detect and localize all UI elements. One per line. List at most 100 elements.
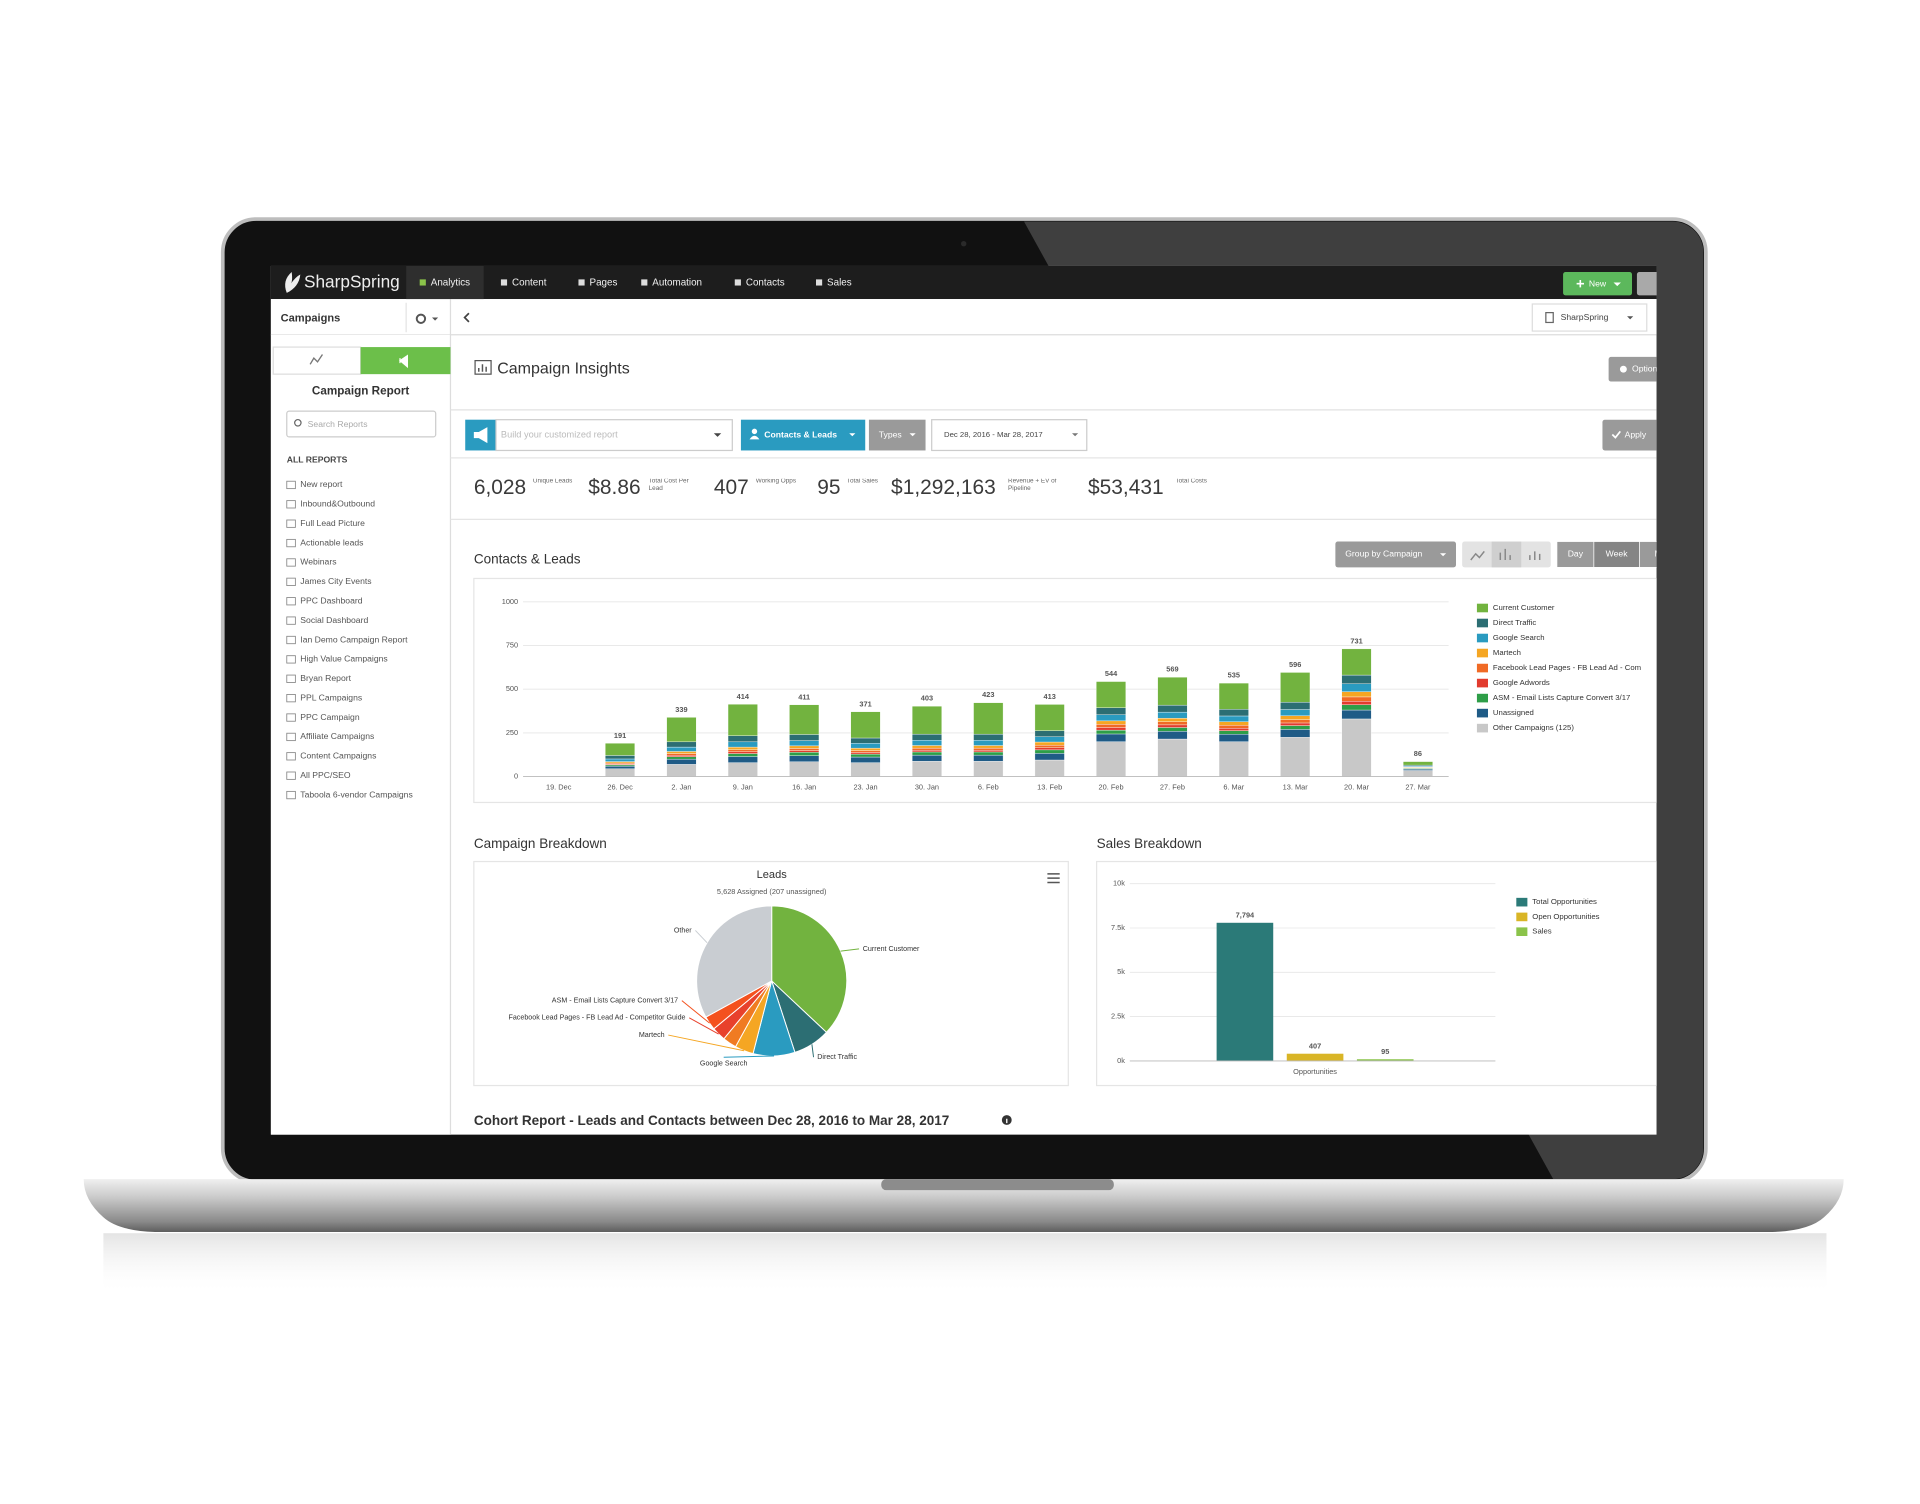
report-link[interactable]: PPC Campaign <box>300 712 360 722</box>
caret <box>713 433 722 437</box>
legend-label[interactable]: Facebook Lead Pages - FB Lead Ad - Com <box>1493 663 1641 672</box>
nav-item[interactable]: Contacts <box>746 278 785 289</box>
legend-label[interactable]: Total Opportunities <box>1532 897 1597 906</box>
legend-label[interactable]: ASM - Email Lists Capture Convert 3/17 <box>1493 693 1630 702</box>
options-label[interactable]: Options <box>1632 364 1662 374</box>
report-link[interactable]: Affiliate Campaigns <box>300 731 374 741</box>
screen: SharpSpring New Campaigns SharpSpring Ca… <box>270 265 1693 1135</box>
leader-line <box>681 1000 710 1024</box>
search-box[interactable] <box>286 410 437 438</box>
contacts-leads-label[interactable]: Contacts & Leads <box>764 429 837 439</box>
options-button[interactable] <box>1608 356 1668 382</box>
collapse-icon[interactable] <box>463 312 470 323</box>
period-label[interactable]: Day <box>1568 549 1584 559</box>
chart-type-active[interactable] <box>1491 541 1522 568</box>
chart-menu-icon[interactable] <box>1047 873 1060 884</box>
nav-icon <box>419 279 426 286</box>
legend-swatch[interactable] <box>1516 912 1528 922</box>
sidebar <box>270 334 451 1135</box>
total-label: 339 <box>675 705 687 714</box>
group-by-button[interactable] <box>1335 541 1456 568</box>
legend-swatch[interactable] <box>1476 618 1488 628</box>
report-link[interactable]: Inbound&Outbound <box>300 499 375 509</box>
legend-label[interactable]: Google Adwords <box>1493 678 1550 687</box>
nav-item[interactable]: Pages <box>590 278 618 289</box>
report-link[interactable]: Ian Demo Campaign Report <box>300 634 408 644</box>
date-range[interactable]: Dec 28, 2016 - Mar 28, 2017 <box>944 430 1043 439</box>
types-label[interactable]: Types <box>879 429 902 439</box>
report-builder-input[interactable] <box>495 419 733 452</box>
bar-segment <box>973 733 1004 741</box>
builder-placeholder[interactable]: Build your customized report <box>501 430 618 440</box>
report-link[interactable]: Actionable leads <box>300 537 363 547</box>
report-link[interactable]: Taboola 6-vendor Campaigns <box>300 789 412 799</box>
bar-segment <box>666 753 697 756</box>
logo[interactable]: SharpSpring <box>304 272 400 292</box>
report-link[interactable]: Bryan Report <box>300 673 351 683</box>
apply-label[interactable]: Apply <box>1625 429 1647 439</box>
period-label[interactable]: Month <box>1654 549 1678 559</box>
nav-item[interactable]: Automation <box>652 278 702 289</box>
user-button[interactable] <box>1636 272 1662 296</box>
tab-icon <box>309 354 324 365</box>
period-button[interactable] <box>1556 541 1595 568</box>
legend-swatch[interactable] <box>1476 708 1488 718</box>
report-link[interactable]: PPL Campaigns <box>300 692 362 702</box>
legend-swatch[interactable] <box>1476 723 1488 733</box>
legend-swatch[interactable] <box>1476 663 1488 673</box>
legend-label[interactable]: Open Opportunities <box>1532 912 1599 921</box>
new-button[interactable] <box>1563 272 1632 296</box>
report-link[interactable]: High Value Campaigns <box>300 654 387 664</box>
legend-swatch[interactable] <box>1516 897 1528 907</box>
legend-swatch[interactable] <box>1476 648 1488 658</box>
report-link[interactable]: Webinars <box>300 557 336 567</box>
section-label: Campaigns <box>281 313 341 325</box>
period-button[interactable] <box>1639 541 1693 568</box>
pie-slice[interactable] <box>771 905 848 1034</box>
account-dropdown[interactable] <box>1531 303 1648 332</box>
legend-swatch[interactable] <box>1476 603 1488 613</box>
nav-tab-active[interactable] <box>406 265 484 300</box>
report-link[interactable]: James City Events <box>300 576 371 586</box>
nav-item[interactable]: Sales <box>827 278 852 289</box>
apply-button[interactable] <box>1602 419 1668 451</box>
date-range-picker[interactable] <box>931 419 1088 452</box>
group-by-label[interactable]: Group by Campaign <box>1345 549 1422 559</box>
bar-segment <box>850 747 881 751</box>
legend-label[interactable]: Other Campaigns (125) <box>1493 723 1574 732</box>
new-button-label[interactable]: New <box>1589 279 1607 289</box>
report-icon <box>286 558 296 567</box>
contacts-leads-button[interactable] <box>740 419 866 451</box>
total-label: 423 <box>982 690 994 699</box>
nav-item[interactable]: Content <box>512 278 547 289</box>
legend-swatch[interactable] <box>1476 633 1488 643</box>
legend-label[interactable]: Sales <box>1532 927 1552 936</box>
legend-label[interactable]: Google Search <box>1493 633 1545 642</box>
gear-icon[interactable] <box>415 313 427 324</box>
legend-label[interactable]: Current Customer <box>1493 603 1555 612</box>
legend-label[interactable]: Unassigned <box>1493 708 1534 717</box>
y-tick-label: 0 <box>514 772 518 781</box>
report-link[interactable]: Content Campaigns <box>300 751 376 761</box>
legend-label[interactable]: Direct Traffic <box>1493 618 1536 627</box>
nav-item[interactable]: Analytics <box>431 278 470 289</box>
account-name[interactable]: SharpSpring <box>1561 312 1609 322</box>
report-icon <box>286 538 296 548</box>
kpi-label-box: Total Sales <box>847 479 878 485</box>
report-link[interactable]: Full Lead Picture <box>300 518 365 528</box>
report-link[interactable]: PPC Dashboard <box>300 596 362 606</box>
legend-swatch[interactable] <box>1516 927 1528 936</box>
period-label[interactable]: Week <box>1606 549 1629 559</box>
legend-label[interactable]: Martech <box>1493 648 1521 657</box>
total-label: 535 <box>1228 671 1240 680</box>
legend-swatch[interactable] <box>1476 693 1488 703</box>
legend-swatch[interactable] <box>1476 678 1488 688</box>
search-placeholder[interactable]: Search Reports <box>308 419 368 429</box>
report-link[interactable]: New report <box>300 479 343 489</box>
bar-segment <box>973 750 1004 753</box>
bar-segment <box>1341 648 1372 676</box>
report-link[interactable]: Social Dashboard <box>300 615 368 625</box>
report-link[interactable]: All PPC/SEO <box>300 770 351 780</box>
types-button[interactable] <box>868 419 926 451</box>
